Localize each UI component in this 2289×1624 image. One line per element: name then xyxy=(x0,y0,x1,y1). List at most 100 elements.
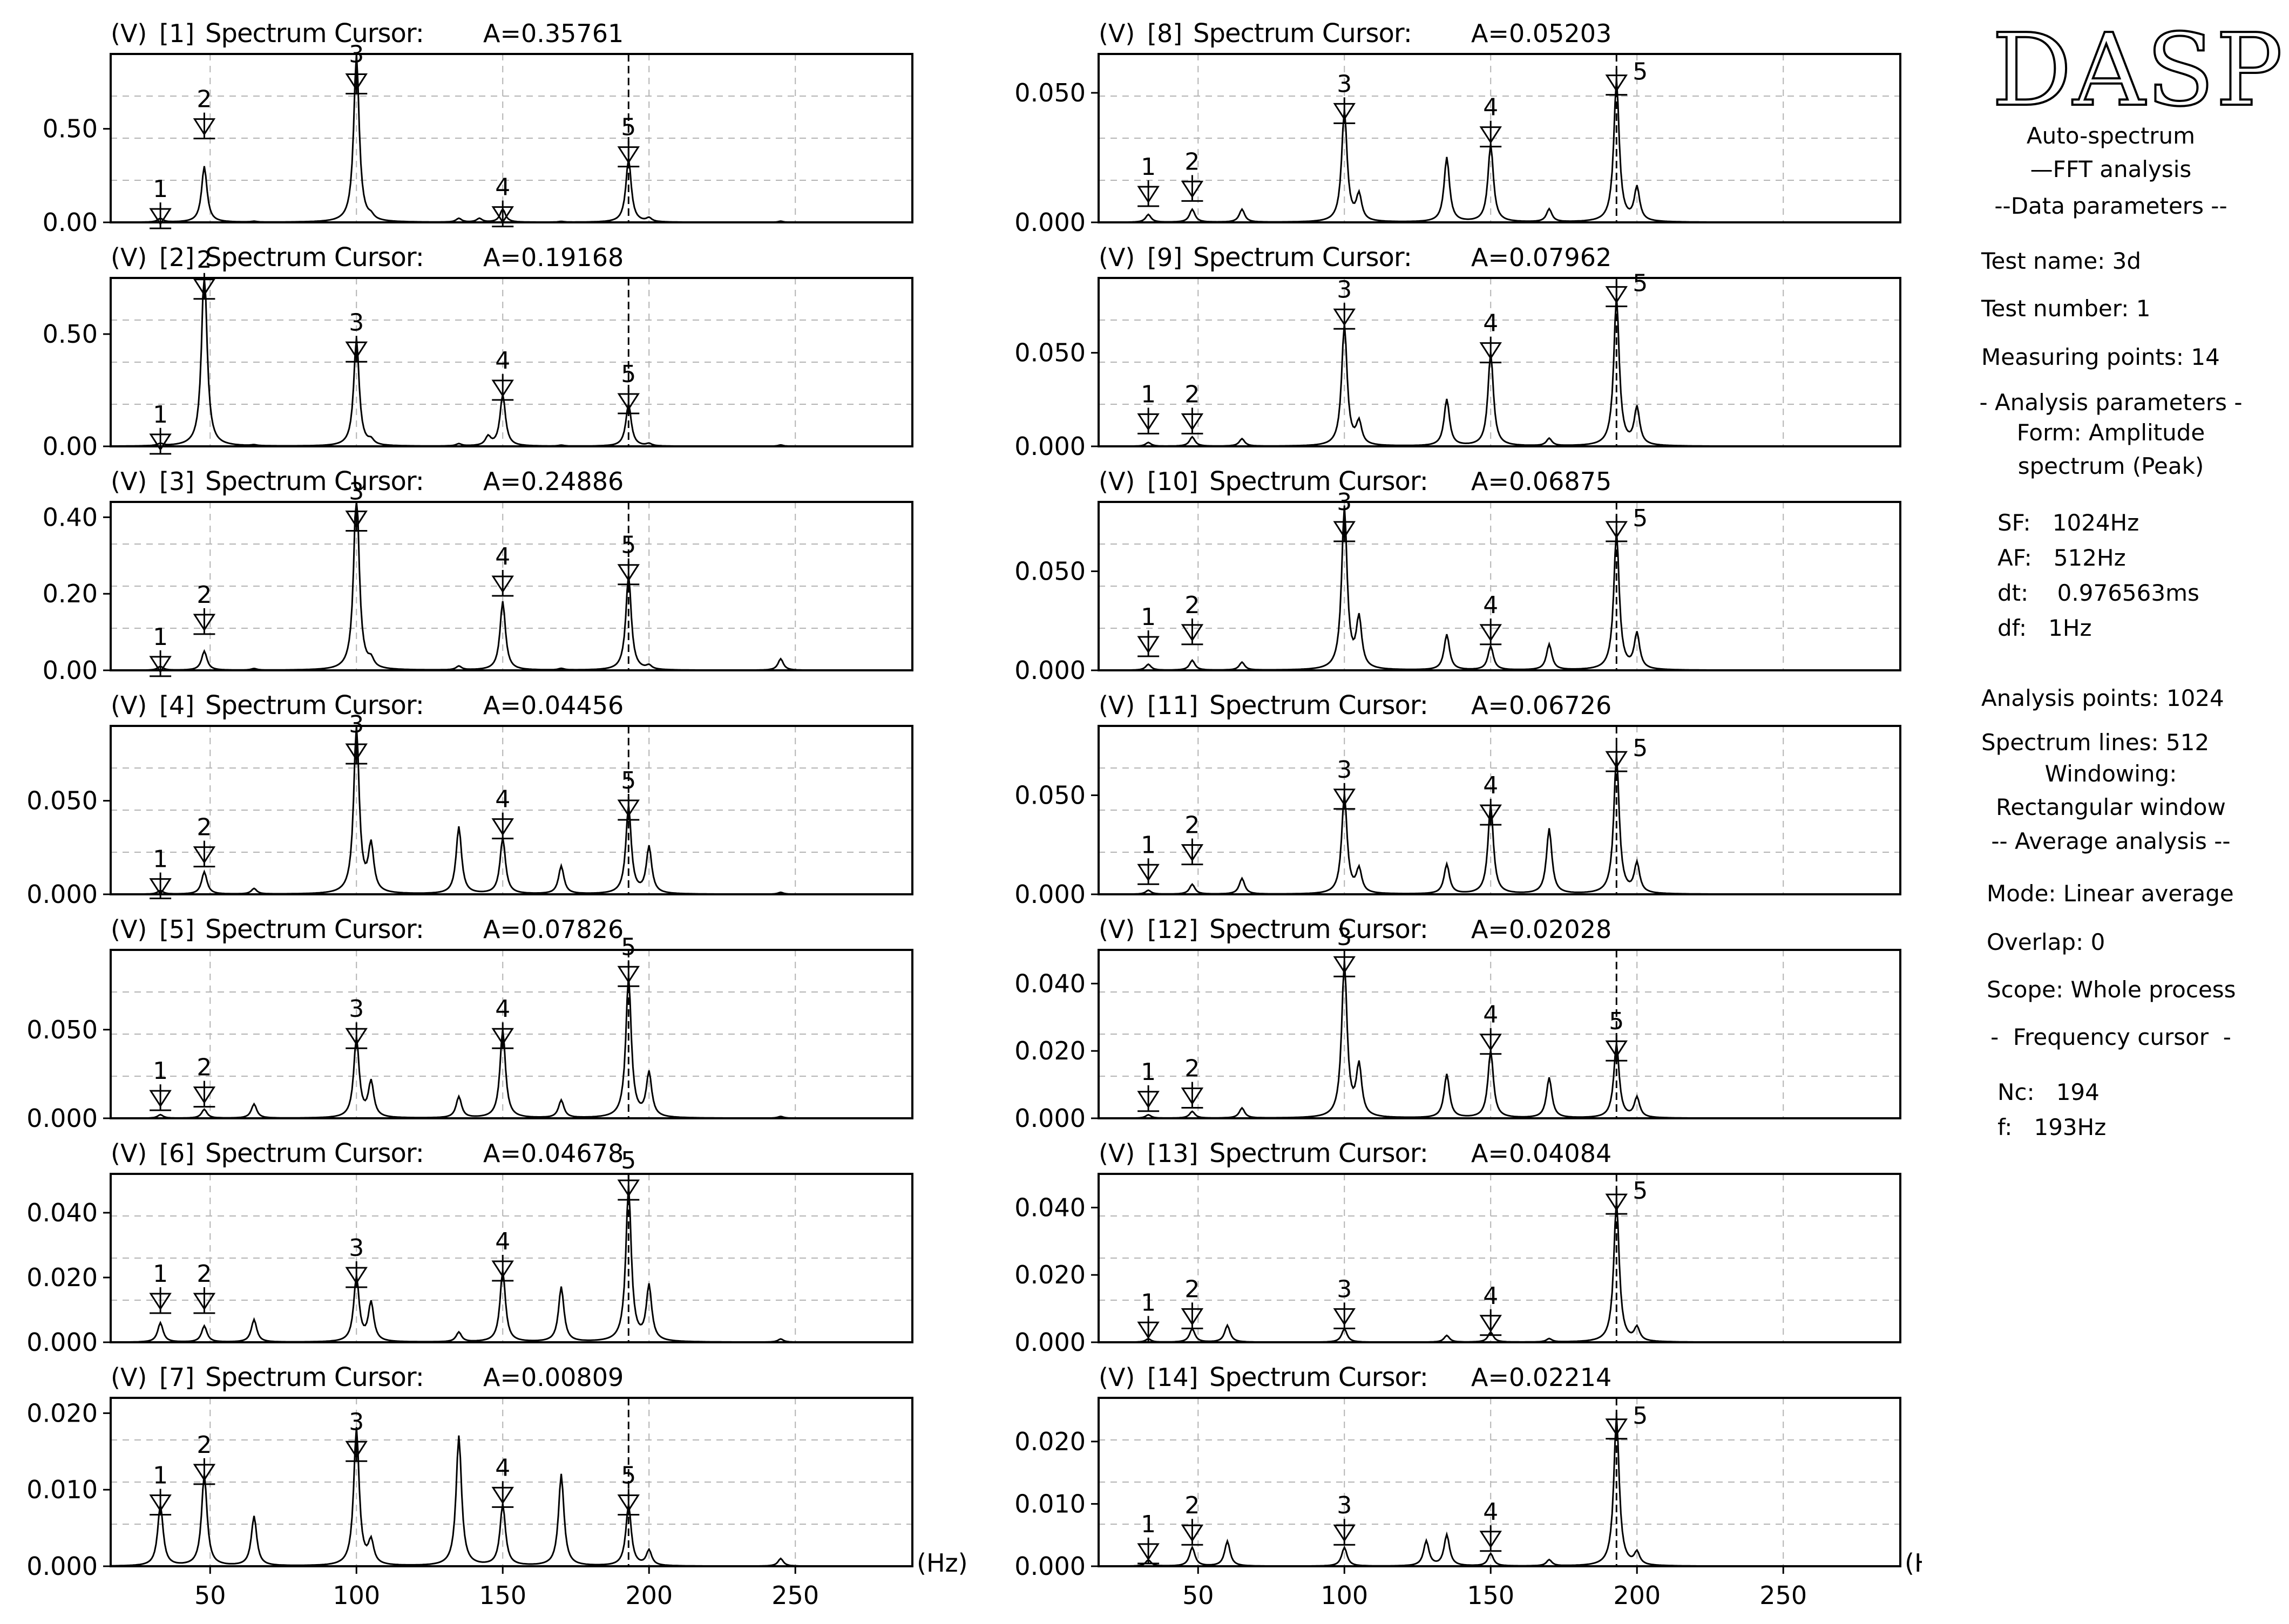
panel-number: [2] xyxy=(159,243,194,272)
plot-frame xyxy=(1098,277,1901,447)
peak-label: 4 xyxy=(1483,592,1498,619)
y-tick-label: 0.000 xyxy=(26,1328,98,1357)
peak-label: 5 xyxy=(1633,1402,1648,1430)
y-unit-label: (V) xyxy=(111,243,147,272)
info-title: Auto-spectrum xyxy=(2026,123,2196,149)
y-tick-label: 0.050 xyxy=(1014,556,1086,586)
panel-title: Spectrum Cursor: xyxy=(1209,1362,1428,1392)
spectrum-panel-2: (V) [2] Spectrum Cursor: A=0.19168 0.00 0.50 1… xyxy=(43,242,913,461)
y-tick-label: 0.010 xyxy=(26,1475,98,1504)
peak-label: 2 xyxy=(197,1054,212,1082)
plot-frame xyxy=(1098,53,1901,223)
panel-title: Spectrum Cursor: xyxy=(205,18,424,49)
peak-label: 1 xyxy=(1141,153,1156,181)
peak-label: 2 xyxy=(1184,380,1200,408)
scope-value: Scope: Whole process xyxy=(1987,976,2236,1003)
spectrum-curve xyxy=(1099,79,1900,223)
panel-title: Spectrum Cursor: xyxy=(205,466,424,497)
analysis-params-header: - Analysis parameters - xyxy=(1979,389,2243,416)
plot-frame xyxy=(110,277,913,447)
plot-frame xyxy=(110,1173,913,1343)
y-tick-label: 0.40 xyxy=(43,502,98,532)
frequency-cursor-header: - Frequency cursor - xyxy=(1990,1024,2231,1050)
y-tick-label: 0.040 xyxy=(1014,1193,1086,1222)
peak-label: 5 xyxy=(621,361,636,388)
windowing-line-1: Windowing: xyxy=(2044,760,2177,787)
cursor-amplitude: A=0.02214 xyxy=(1471,1363,1611,1392)
peak-label: 2 xyxy=(197,1260,212,1288)
measuring-points: Measuring points: 14 xyxy=(1981,344,2220,370)
cursor-amplitude: A=0.04084 xyxy=(1471,1139,1611,1168)
y-unit-label: (V) xyxy=(1099,1139,1135,1168)
panel-title: Spectrum Cursor: xyxy=(205,690,424,721)
peak-label: 4 xyxy=(1483,310,1498,337)
y-tick-label: 0.000 xyxy=(1014,208,1086,237)
peak-label: 1 xyxy=(153,1260,168,1288)
peak-label: 2 xyxy=(197,581,212,609)
y-unit-label: (V) xyxy=(111,1363,147,1392)
peak-label: 1 xyxy=(1141,603,1156,631)
peak-label: 3 xyxy=(1337,923,1352,951)
panel-number: [14] xyxy=(1147,1363,1198,1392)
peak-label: 3 xyxy=(1337,756,1352,784)
panel-title: Spectrum Cursor: xyxy=(1209,1138,1428,1168)
peak-label: 2 xyxy=(1184,592,1200,619)
panel-title: Spectrum Cursor: xyxy=(1193,18,1412,49)
y-tick-label: 0.000 xyxy=(26,1104,98,1133)
peak-label: 5 xyxy=(621,933,636,961)
y-unit-label: (V) xyxy=(1099,915,1135,944)
peak-label: 4 xyxy=(1483,94,1498,121)
af-value: AF: 512Hz xyxy=(1997,545,2126,571)
x-tick-label: 200 xyxy=(1613,1581,1661,1610)
peak-label: 3 xyxy=(1337,276,1352,303)
spectrum-charts: (V) [1] Spectrum Cursor: A=0.35761 0.00 0.50 1… xyxy=(26,18,1922,1610)
spectrum-panel-6: (V) [6] Spectrum Cursor: A=0.04678 0.000 0.02… xyxy=(26,1138,913,1357)
peak-label: 4 xyxy=(495,174,510,201)
spectrum-panel-9: (V) [9] Spectrum Cursor: A=0.07962 0.000 0.05… xyxy=(1014,242,1901,461)
sf-value: SF: 1024Hz xyxy=(1997,509,2139,536)
spectrum-curve xyxy=(1098,1416,1901,1567)
y-tick-label: 0.000 xyxy=(1014,1328,1086,1357)
panel-number: [3] xyxy=(159,467,194,496)
peak-label: 1 xyxy=(153,846,168,873)
y-unit-label: (V) xyxy=(1099,1363,1135,1392)
y-tick-label: 0.000 xyxy=(1014,880,1086,909)
cursor-amplitude: A=0.07826 xyxy=(483,915,624,944)
peak-label: 4 xyxy=(495,1228,510,1255)
peak-label: 4 xyxy=(1483,1498,1498,1526)
x-unit-label: (Hz) xyxy=(1905,1548,1922,1578)
panel-title: Spectrum Cursor: xyxy=(205,1362,424,1392)
peak-label: 5 xyxy=(621,1147,636,1174)
cursor-amplitude: A=0.24886 xyxy=(483,467,624,496)
spectrum-curve xyxy=(111,1185,912,1343)
y-tick-label: 0.050 xyxy=(26,1015,98,1044)
spectrum-curve xyxy=(111,975,912,1119)
y-unit-label: (V) xyxy=(111,1139,147,1168)
peak-label: 5 xyxy=(1633,735,1648,762)
peak-label: 1 xyxy=(153,175,168,203)
peak-label: 5 xyxy=(621,767,636,794)
peak-label: 3 xyxy=(1337,1275,1352,1303)
data-params-header: --Data parameters -- xyxy=(1994,193,2227,219)
peak-label: 4 xyxy=(495,995,510,1023)
spectrum-panel-3: (V) [3] Spectrum Cursor: A=0.24886 0.00 0.20 0… xyxy=(43,466,913,685)
plot-frame xyxy=(110,53,913,223)
peak-label: 3 xyxy=(349,309,364,336)
peak-label: 2 xyxy=(1184,148,1200,175)
plot-frame xyxy=(1098,1173,1901,1343)
y-tick-label: 0.20 xyxy=(43,579,98,608)
x-tick-label: 100 xyxy=(333,1581,380,1610)
panel-title: Spectrum Cursor: xyxy=(1209,914,1428,944)
peak-label: 4 xyxy=(495,543,510,570)
panel-number: [9] xyxy=(1147,243,1182,272)
y-unit-label: (V) xyxy=(111,691,147,720)
peak-label: 3 xyxy=(349,1408,364,1436)
analysis-points: Analysis points: 1024 xyxy=(1981,685,2224,711)
peak-label: 4 xyxy=(1483,1282,1498,1310)
spectrum-panel-10: (V) [10] Spectrum Cursor: A=0.06875 0.000 0.0… xyxy=(1014,466,1901,685)
x-tick-label: 250 xyxy=(771,1581,819,1610)
spectrum-curve xyxy=(110,1427,912,1567)
y-unit-label: (V) xyxy=(111,467,147,496)
peak-label: 5 xyxy=(1633,505,1648,532)
y-unit-label: (V) xyxy=(1099,243,1135,272)
